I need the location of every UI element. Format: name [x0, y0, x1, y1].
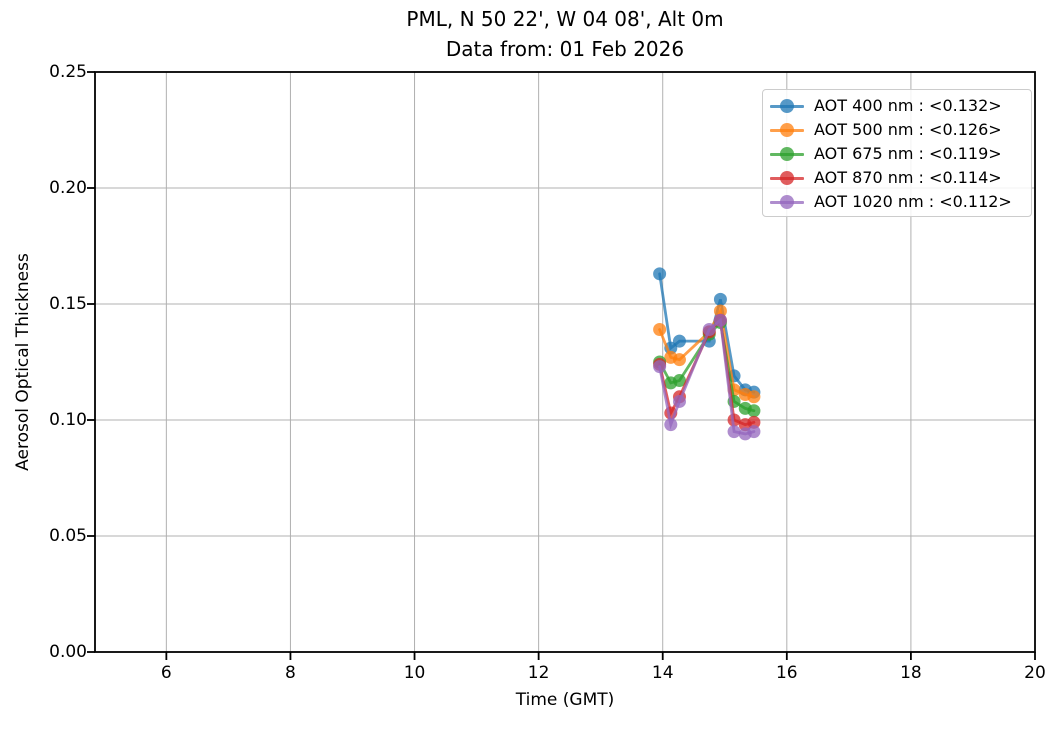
legend-label-aot-675nm: AOT 675 nm : <0.119>: [814, 144, 1002, 163]
plot-frame: [94, 71, 1036, 653]
x-tick-label-20: 20: [1024, 663, 1046, 683]
x-tick-label-18: 18: [900, 663, 922, 683]
data-point-aot-1020-nm: [747, 425, 761, 439]
legend-marker-aot-870nm-icon: [770, 170, 804, 186]
data-point-aot-1020-nm: [713, 313, 727, 327]
x-tick-label-14: 14: [651, 663, 674, 683]
data-point-aot-400-nm: [672, 334, 686, 348]
legend-item-aot-870nm: AOT 870 nm : <0.114>: [770, 166, 1023, 190]
legend: AOT 400 nm : <0.132> AOT 500 nm : <0.126…: [762, 89, 1032, 217]
legend-marker-aot-500nm-icon: [770, 122, 804, 138]
chart-title-line2: Data from: 01 Feb 2026: [445, 37, 685, 61]
data-point-aot-500-nm: [747, 390, 761, 404]
data-point-aot-1020-nm: [653, 360, 667, 374]
y-axis-label: Aerosol Optical Thickness: [13, 253, 33, 471]
legend-item-aot-1020nm: AOT 1020 nm : <0.112>: [770, 190, 1023, 214]
data-point-aot-400-nm: [653, 267, 667, 281]
x-axis-label: Time (GMT): [515, 690, 615, 710]
y-tick-label-0.10: 0.10: [49, 410, 87, 430]
data-point-aot-1020-nm: [727, 425, 741, 439]
data-point-aot-1020-nm: [702, 323, 716, 337]
data-point-aot-1020-nm: [664, 418, 678, 432]
y-tick-label-0.20: 0.20: [49, 178, 87, 198]
legend-item-aot-500nm: AOT 500 nm : <0.126>: [770, 118, 1023, 142]
data-point-aot-870-nm: [727, 413, 741, 427]
data-point-aot-675-nm: [747, 404, 761, 418]
legend-marker-aot-675nm-icon: [770, 146, 804, 162]
x-tick-label-12: 12: [527, 663, 550, 683]
y-tick-label-0.15: 0.15: [49, 294, 87, 314]
data-point-aot-870-nm: [747, 415, 761, 429]
y-tick-label-0.00: 0.00: [49, 642, 87, 662]
data-point-aot-500-nm: [672, 353, 686, 367]
y-tick-label-0.25: 0.25: [49, 62, 87, 82]
data-point-aot-400-nm: [713, 292, 727, 306]
y-tick-label-0.05: 0.05: [49, 526, 87, 546]
data-point-aot-500-nm: [713, 304, 727, 318]
legend-marker-aot-1020nm-icon: [770, 194, 804, 210]
chart-title-line1: PML, N 50 22', W 04 08', Alt 0m: [406, 7, 724, 31]
legend-item-aot-675nm: AOT 675 nm : <0.119>: [770, 142, 1023, 166]
x-tick-label-6: 6: [160, 663, 172, 683]
legend-label-aot-870nm: AOT 870 nm : <0.114>: [814, 168, 1002, 187]
legend-label-aot-500nm: AOT 500 nm : <0.126>: [814, 120, 1002, 139]
data-point-aot-1020-nm: [672, 394, 686, 408]
legend-item-aot-400nm: AOT 400 nm : <0.132>: [770, 94, 1023, 118]
x-tick-label-8: 8: [285, 663, 296, 683]
legend-marker-aot-400nm-icon: [770, 98, 804, 114]
legend-label-aot-1020nm: AOT 1020 nm : <0.112>: [814, 192, 1012, 211]
x-tick-label-16: 16: [775, 663, 798, 683]
chart-title: PML, N 50 22', W 04 08', Alt 0m Data fro…: [95, 4, 1035, 64]
legend-label-aot-400nm: AOT 400 nm : <0.132>: [814, 96, 1002, 115]
data-point-aot-500-nm: [653, 323, 667, 337]
x-tick-label-10: 10: [403, 663, 426, 683]
data-point-aot-675-nm: [672, 374, 686, 388]
